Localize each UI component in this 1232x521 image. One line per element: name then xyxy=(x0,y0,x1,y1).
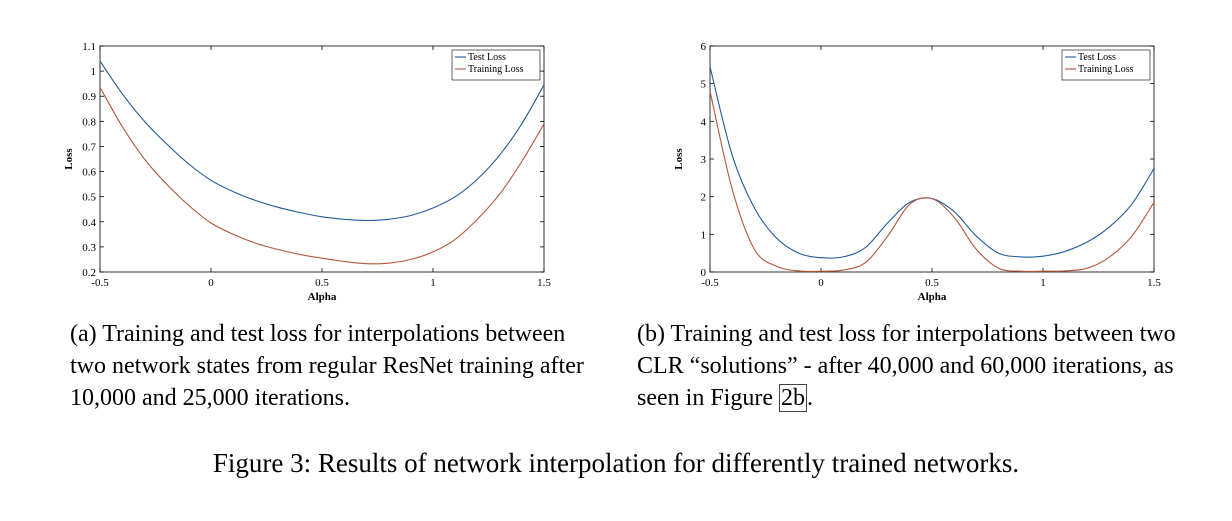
legend-label: Training Loss xyxy=(1078,64,1134,75)
legend-label: Training Loss xyxy=(468,64,524,75)
figure-ref-link[interactable]: 2b xyxy=(778,384,807,412)
x-tick-label: 0 xyxy=(208,277,214,289)
legend-box xyxy=(451,49,541,81)
legend-label: Test Loss xyxy=(468,52,506,63)
x-axis-label: Alpha xyxy=(308,291,337,303)
loss-chart-a: -0.5 0 0.5 1 1.5 0.2 0.3 0.4 0.5 0.6 0.7 0.8 0.9 1 1.1… xyxy=(63,41,551,303)
y-tick-label: 5 xyxy=(701,79,707,91)
subfigure-caption-a: (a) Training and test loss for interpola… xyxy=(70,321,584,411)
x-tick-label: 1 xyxy=(430,277,436,289)
legend-box xyxy=(1061,49,1151,81)
y-tick-label: 0.9 xyxy=(82,91,96,103)
y-tick-label: 0 xyxy=(701,267,707,279)
x-tick-label: -0.5 xyxy=(701,277,719,289)
x-tick-label: 0 xyxy=(818,277,824,289)
x-tick-label: 1.5 xyxy=(537,277,551,289)
y-tick-label: 0.5 xyxy=(82,192,96,204)
x-tick-label: 0.5 xyxy=(315,277,329,289)
y-tick-label: 4 xyxy=(701,116,707,128)
subfigure-caption-b: (b) Training and test loss for interpola… xyxy=(637,318,1197,414)
training-loss-line xyxy=(709,91,1155,272)
caption-b-end: . xyxy=(806,385,813,411)
training-loss-line xyxy=(99,87,545,265)
figure-caption: Figure 3: Results of network interpolati… xyxy=(212,448,1020,478)
x-axis-label: Alpha xyxy=(918,291,947,303)
y-tick-label: 0.7 xyxy=(82,141,96,153)
test-loss-line xyxy=(99,60,545,222)
y-axis-label: Loss xyxy=(673,148,685,170)
y-axis-label: Loss xyxy=(63,148,75,170)
test-loss-line xyxy=(709,66,1155,259)
caption-b-text: (b) Training and test loss for interpola… xyxy=(637,321,1176,411)
y-tick-label: 3 xyxy=(701,154,707,166)
x-tick-label: 1 xyxy=(1040,277,1046,289)
chart-panel-a: -0.5 0 0.5 1 1.5 0.2 0.3 0.4 0.5 0.6 0.7 0.8 0.9 1 1.1… xyxy=(40,30,580,320)
x-tick-label: 1.5 xyxy=(1147,277,1161,289)
y-tick-label: 0.2 xyxy=(82,267,96,279)
legend-label: Test Loss xyxy=(1078,52,1116,63)
x-tick-label: -0.5 xyxy=(91,277,109,289)
y-tick-label: 0.3 xyxy=(82,242,96,254)
chart-panel-b: -0.5 0 0.5 1 1.5 0 1 2 3 4 5 6 Alpha Loss Test Loss Tra… xyxy=(650,30,1190,320)
y-tick-label: 0.4 xyxy=(82,217,96,229)
y-tick-label: 6 xyxy=(701,41,707,53)
y-tick-label: 1 xyxy=(701,229,707,241)
x-tick-label: 0.5 xyxy=(925,277,939,289)
y-tick-label: 2 xyxy=(701,192,707,204)
y-tick-label: 1 xyxy=(91,66,97,78)
y-tick-label: 0.8 xyxy=(82,116,96,128)
y-tick-label: 0.6 xyxy=(82,167,96,179)
y-tick-label: 1.1 xyxy=(82,41,96,53)
